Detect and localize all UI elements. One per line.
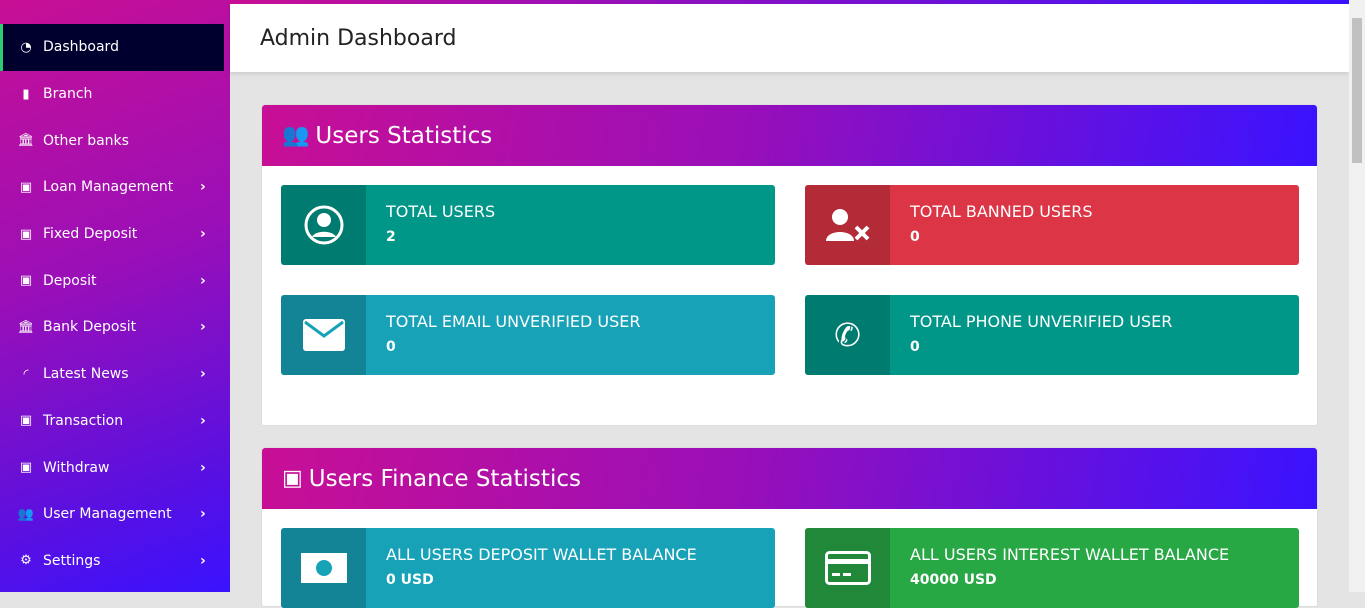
user-times-icon [805,185,890,265]
chevron-right-icon: › [200,272,206,289]
box-label: TOTAL USERS [386,202,496,221]
sidebar-item-fixed-deposit[interactable]: ▣ Fixed Deposit › [0,211,230,258]
sidebar-item-label: Bank Deposit [43,319,137,336]
chevron-right-icon: › [200,179,206,196]
sidebar-item-branch[interactable]: ▮ Branch [0,71,230,118]
sidebar-item-label: Other banks [43,132,129,149]
users-icon: 👥 [282,123,310,148]
box-value: 0 [910,229,920,245]
sidebar-item-label: Transaction [43,412,124,429]
bank-icon: 🏛 [17,319,35,335]
sidebar-item-loan-management[interactable]: ▣ Loan Management › [0,164,230,211]
chevron-right-icon: › [200,319,206,336]
money-bill-icon [281,528,366,608]
box-label: TOTAL BANNED USERS [910,202,1093,221]
card-header: ▣ Users Finance Statistics [262,448,1317,509]
deposit-wallet-balance-box[interactable]: ALL USERS DEPOSIT WALLET BALANCE 0 USD [281,528,775,608]
box-label: ALL USERS INTEREST WALLET BALANCE [910,545,1230,564]
sidebar-item-label: Branch [43,86,93,103]
money-icon: ▣ [19,460,33,476]
chevron-right-icon: › [200,226,206,243]
sidebar-item-label: Withdraw [43,459,110,476]
sidebar-item-label: Deposit [43,272,97,289]
user-circle-icon [281,185,366,265]
money-icon: ▣ [19,273,33,289]
money-icon: ▣ [19,413,33,429]
total-banned-users-box[interactable]: TOTAL BANNED USERS 0 [805,185,1299,265]
phone-icon: ✆ [805,295,890,375]
money-icon: ▣ [19,226,33,242]
sidebar-item-deposit[interactable]: ▣ Deposit › [0,257,230,304]
rss-icon: ◜ [23,366,29,382]
sidebar-item-label: Settings [43,552,101,569]
card-title: Users Statistics [315,122,493,149]
page-header: Admin Dashboard [230,4,1349,72]
scrollbar[interactable] [1349,0,1365,592]
sidebar-item-label: Loan Management [43,179,174,196]
sidebar-item-label: User Management [43,506,172,523]
sidebar-item-label: Fixed Deposit [43,226,138,243]
envelope-icon [281,295,366,375]
chevron-right-icon: › [200,412,206,429]
interest-wallet-balance-box[interactable]: ALL USERS INTEREST WALLET BALANCE 40000 U… [805,528,1299,608]
users-finance-statistics-card: ▣ Users Finance Statistics ALL USERS DEPO… [261,447,1318,608]
total-users-box[interactable]: TOTAL USERS 2 [281,185,775,265]
users-statistics-card: 👥 Users Statistics TOTAL USERS 2 TOTAL BAN… [261,104,1318,426]
sidebar-item-dashboard[interactable]: ◔ Dashboard [0,24,224,71]
chevron-right-icon: › [200,552,206,569]
users-icon: 👥 [17,506,35,522]
building-icon: ▮ [22,86,30,102]
money-icon: ▣ [19,179,33,195]
chevron-right-icon: › [200,506,206,523]
money-icon: ▣ [282,466,303,491]
box-label: TOTAL EMAIL UNVERIFIED USER [386,312,641,331]
dashboard-icon: ◔ [20,39,32,55]
credit-card-icon [805,528,890,608]
sidebar-item-label: Latest News [43,366,129,383]
sidebar-item-label: Dashboard [43,39,119,56]
sidebar-item-latest-news[interactable]: ◜ Latest News › [0,351,230,398]
sidebar-item-settings[interactable]: ⚙ Settings › [0,538,230,585]
cogs-icon: ⚙ [20,553,32,569]
box-value: 0 [910,339,920,355]
phone-unverified-box[interactable]: ✆ TOTAL PHONE UNVERIFIED USER 0 [805,295,1299,375]
box-label: ALL USERS DEPOSIT WALLET BALANCE [386,545,697,564]
top-accent-bar [230,0,1349,4]
card-header: 👥 Users Statistics [262,105,1317,166]
email-unverified-box[interactable]: TOTAL EMAIL UNVERIFIED USER 0 [281,295,775,375]
box-value: 2 [386,229,396,245]
chevron-right-icon: › [200,366,206,383]
page-title: Admin Dashboard [260,25,457,51]
bank-icon: 🏛 [17,133,35,149]
scrollbar-thumb[interactable] [1352,18,1362,163]
box-value: 40000 USD [910,572,997,588]
box-value: 0 USD [386,572,434,588]
box-label: TOTAL PHONE UNVERIFIED USER [910,312,1173,331]
sidebar-item-other-banks[interactable]: 🏛 Other banks [0,117,230,164]
box-value: 0 [386,339,396,355]
sidebar: ◔ Dashboard ▮ Branch 🏛 Other banks ▣ Loan Ma… [0,0,230,592]
card-title: Users Finance Statistics [308,465,581,492]
chevron-right-icon: › [200,459,206,476]
sidebar-item-withdraw[interactable]: ▣ Withdraw › [0,444,230,491]
sidebar-item-user-management[interactable]: 👥 User Management › [0,491,230,538]
sidebar-item-bank-deposit[interactable]: 🏛 Bank Deposit › [0,304,230,351]
sidebar-item-transaction[interactable]: ▣ Transaction › [0,398,230,445]
